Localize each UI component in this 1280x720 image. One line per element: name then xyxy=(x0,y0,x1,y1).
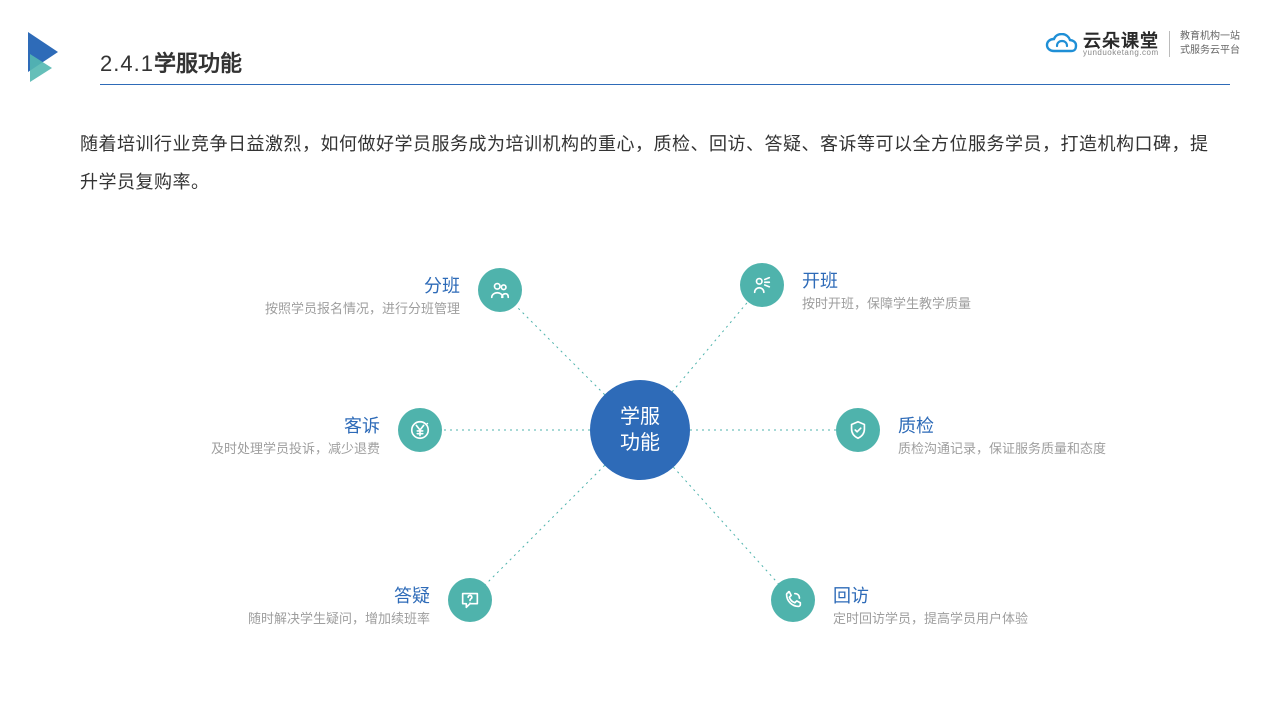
node-title-huifang: 回访 xyxy=(833,582,869,608)
logo-divider xyxy=(1169,31,1170,57)
corner-play-icon xyxy=(28,32,74,84)
node-kaiban xyxy=(740,263,784,307)
node-title-fenban: 分班 xyxy=(424,272,460,298)
section-heading: 2.4.1学服功能 xyxy=(100,46,242,78)
section-number: 2.4.1 xyxy=(100,51,154,76)
brand-name: 云朵课堂 xyxy=(1083,32,1159,50)
node-fenban xyxy=(478,268,522,312)
node-kesu xyxy=(398,408,442,452)
node-desc-huifang: 定时回访学员，提高学员用户体验 xyxy=(833,608,1028,627)
heading-underline xyxy=(100,84,1230,85)
intro-paragraph: 随着培训行业竞争日益激烈，如何做好学员服务成为培训机构的重心，质检、回访、答疑、… xyxy=(80,126,1220,202)
radial-diagram: 学服功能 分班按照学员报名情况，进行分班管理客诉及时处理学员投诉，减少退费答疑随时… xyxy=(0,230,1280,670)
center-node: 学服功能 xyxy=(590,380,690,480)
cloud-icon xyxy=(1045,33,1079,55)
node-dayi xyxy=(448,578,492,622)
node-desc-kesu: 及时处理学员投诉，减少退费 xyxy=(211,438,380,457)
node-desc-fenban: 按照学员报名情况，进行分班管理 xyxy=(265,298,460,317)
brand-url: yunduoketang.com xyxy=(1083,49,1159,57)
node-zhijian xyxy=(836,408,880,452)
slide: 2.4.1学服功能 云朵课堂 yunduoketang.com 教育机构一站 式… xyxy=(0,0,1280,720)
brand-logo-block: 云朵课堂 yunduoketang.com 教育机构一站 式服务云平台 xyxy=(1045,30,1240,58)
node-huifang xyxy=(771,578,815,622)
node-title-zhijian: 质检 xyxy=(898,412,934,438)
node-title-kaiban: 开班 xyxy=(802,267,838,293)
brand-tagline: 教育机构一站 式服务云平台 xyxy=(1180,30,1240,58)
node-title-dayi: 答疑 xyxy=(394,582,430,608)
node-desc-zhijian: 质检沟通记录，保证服务质量和态度 xyxy=(898,438,1106,457)
section-title: 学服功能 xyxy=(154,51,242,76)
node-desc-dayi: 随时解决学生疑问，增加续班率 xyxy=(248,608,430,627)
node-desc-kaiban: 按时开班，保障学生教学质量 xyxy=(802,293,971,312)
node-title-kesu: 客诉 xyxy=(344,412,380,438)
